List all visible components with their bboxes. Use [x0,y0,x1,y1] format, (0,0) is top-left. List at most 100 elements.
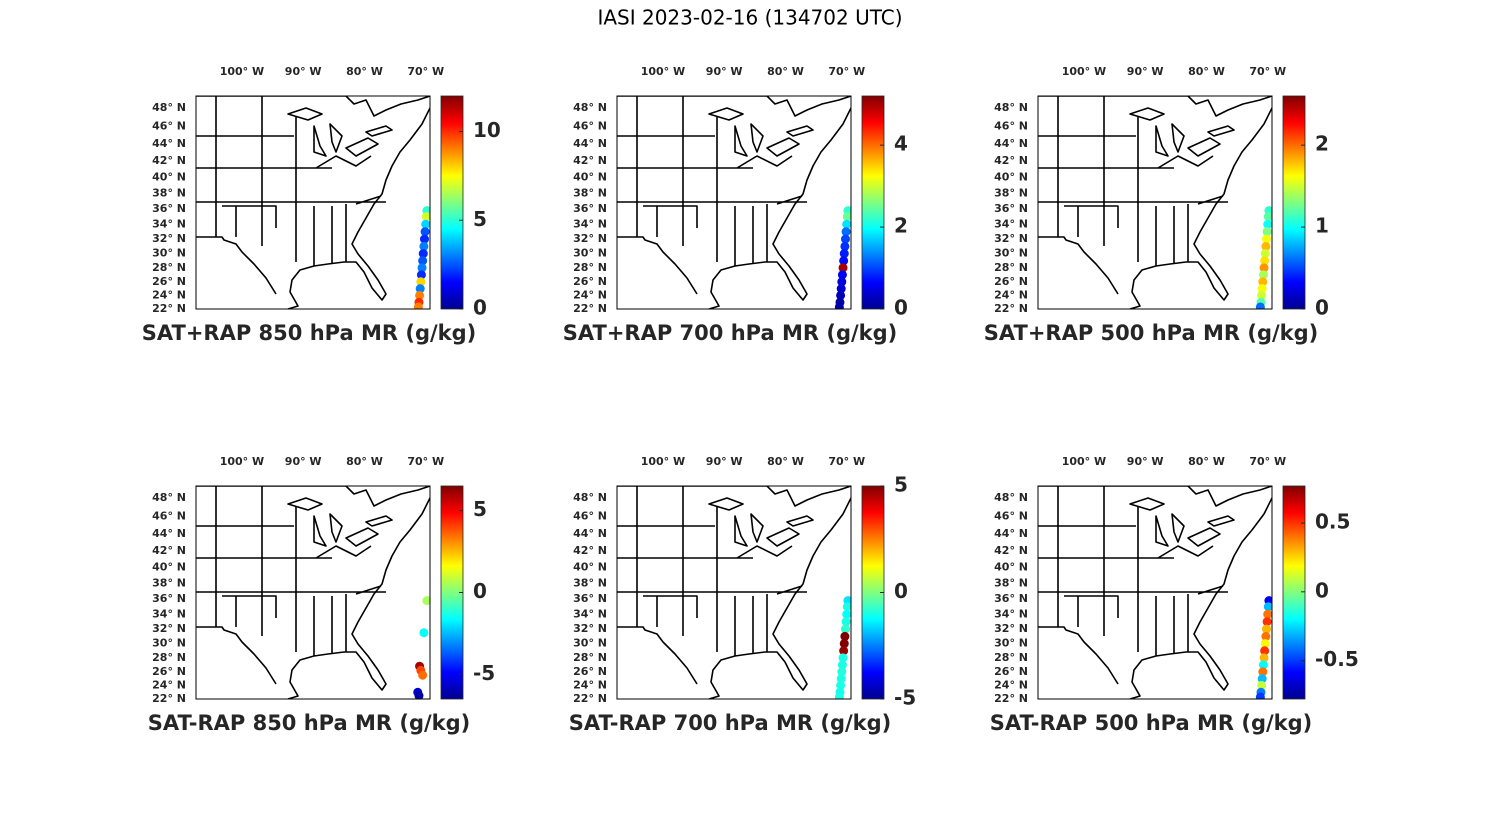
lat-tick-label: 44° N [573,527,607,540]
colorbar-tick-label: 0 [894,579,908,603]
observation-point [419,234,429,244]
lon-tick-label: 70° W [407,65,444,78]
lat-tick-label: 28° N [994,651,1028,664]
observation-point [1262,617,1272,627]
lat-tick-label: 38° N [152,187,186,200]
lat-tick-label: 38° N [994,577,1028,590]
observation-point [418,249,428,259]
observation-point [838,653,848,663]
lat-tick-label: 36° N [573,592,607,605]
observation-point [1261,624,1271,634]
lon-tick-label: 100° W [220,455,264,468]
colorbar-tick-label: -5 [894,686,916,710]
observation-point [415,290,425,300]
lat-tick-label: 34° N [152,607,186,620]
lat-tick-label: 40° N [994,561,1028,574]
map-panel: 100° W 90° W 80° W 70° W 22° N24° N26° N28° … [148,455,495,735]
lat-tick-label: 28° N [573,651,607,664]
observation-point [419,241,429,251]
lat-tick-label: 42° N [152,544,186,557]
observation-point [836,290,846,300]
colorbar-tick-label: -0.5 [1315,647,1359,671]
observation-point [416,270,426,280]
map-frame [616,485,852,700]
observation-point [418,256,428,266]
map-frame [616,95,852,310]
lat-tick-label: 32° N [152,622,186,635]
observation-point [837,277,847,287]
observation-point [1257,284,1267,294]
observation-point [836,674,846,684]
observation-point [1261,234,1271,244]
lat-tick-label: 26° N [573,665,607,678]
lat-tick-label: 32° N [994,622,1028,635]
lat-tick-label: 30° N [994,247,1028,260]
lat-tick-label: 34° N [573,217,607,230]
lon-tick-label: 100° W [1062,455,1106,468]
observation-point [841,617,851,627]
lat-tick-label: 36° N [994,592,1028,605]
colorbar-tick-label: 0 [473,579,487,603]
lat-tick-label: 42° N [573,544,607,557]
observations [1255,206,1272,309]
observations [1255,596,1272,699]
lon-tick-label: 80° W [767,65,804,78]
lon-tick-label: 70° W [407,455,444,468]
colorbar-tick-label: 0 [1315,296,1329,320]
lat-tick-label: 48° N [994,101,1028,114]
lat-tick-label: 44° N [994,137,1028,150]
lon-tick-label: 90° W [285,65,322,78]
lon-tick-label: 80° W [1188,455,1225,468]
lat-tick-label: 22° N [994,302,1028,315]
observation-point [419,628,429,638]
lon-tick-label: 80° W [346,65,383,78]
observation-point [1262,227,1272,237]
lat-tick-label: 28° N [573,261,607,274]
lat-tick-label: 32° N [573,622,607,635]
lat-tick-label: 44° N [573,137,607,150]
observation-point [1263,219,1272,229]
observation-point [415,284,425,294]
lat-tick-label: 46° N [994,509,1028,522]
lat-tick-label: 34° N [573,607,607,620]
lon-tick-label: 80° W [346,455,383,468]
lat-tick-label: 40° N [573,171,607,184]
observation-point [836,680,846,690]
lat-tick-label: 22° N [994,692,1028,705]
observation-point [839,256,849,266]
colorbar-tick-label: 0 [894,296,908,320]
lat-tick-label: 38° N [152,577,186,590]
lat-tick-label: 36° N [994,202,1028,215]
lat-tick-label: 40° N [994,171,1028,184]
lon-tick-label: 90° W [1127,455,1164,468]
observation-point [841,227,851,237]
observation-point [1261,241,1271,251]
observation-point [1258,270,1268,280]
observation-point [840,241,850,251]
map-panel: 100° W 90° W 80° W 70° W 22° N24° N26° N28° … [990,455,1359,735]
lon-tick-label: 70° W [1249,65,1286,78]
observation-point [1258,660,1268,670]
observations [413,596,430,699]
lat-tick-label: 38° N [573,187,607,200]
lat-tick-label: 24° N [152,288,186,301]
observation-point [840,631,850,641]
observations [834,206,851,309]
lat-tick-label: 30° N [573,247,607,260]
lat-tick-label: 24° N [573,678,607,691]
observation-point [837,660,847,670]
panel-title: SAT+RAP 850 hPa MR (g/kg) [142,321,476,345]
colorbar-tick-label: 2 [1315,132,1329,156]
lon-tick-label: 90° W [706,65,743,78]
lat-tick-label: 48° N [994,491,1028,504]
observation-point [421,219,430,229]
observation-point [1259,263,1269,273]
map-frame [195,485,431,700]
lon-tick-label: 100° W [641,65,685,78]
lat-tick-label: 46° N [573,509,607,522]
colorbar [1282,95,1306,310]
observation-point [1259,653,1269,663]
observation-point [1260,256,1270,266]
lat-tick-label: 46° N [152,119,186,132]
colorbar-tick-label: 2 [894,214,908,238]
